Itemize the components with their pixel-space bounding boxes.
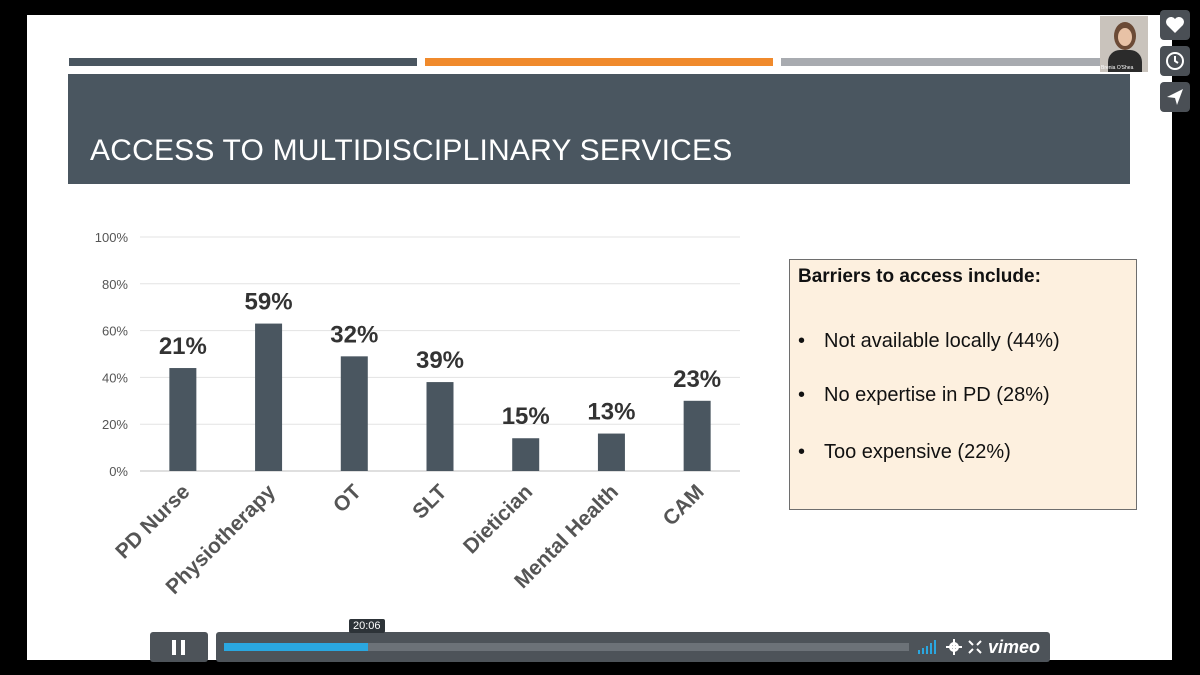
bullet: • (798, 330, 806, 352)
participant-video[interactable]: Brenia O'Shea (1100, 16, 1148, 72)
avatar-body (1108, 50, 1142, 72)
fullscreen-icon[interactable] (968, 640, 982, 654)
accent-bar-grey (781, 58, 1129, 66)
y-tick-label: 0% (109, 464, 128, 479)
x-tick-label: PD Nurse (111, 480, 194, 563)
y-tick-label: 100% (95, 230, 129, 245)
watch-later-button[interactable] (1160, 46, 1190, 76)
pause-button[interactable] (150, 632, 208, 662)
bar (512, 438, 540, 471)
barrier-text: Not available locally (44%) (824, 330, 1060, 352)
x-tick-label: Dietician (459, 480, 537, 558)
data-label: 39% (416, 347, 464, 374)
volume-icon[interactable] (918, 640, 938, 654)
bar (255, 323, 283, 471)
like-button[interactable] (1160, 10, 1190, 40)
data-label: 13% (587, 399, 635, 426)
data-label: 23% (673, 366, 721, 393)
accent-bar-dark (69, 58, 417, 66)
barrier-item: • Too expensive (22%) (798, 441, 1011, 464)
progress-fill (224, 643, 368, 651)
heart-icon (1166, 17, 1184, 33)
title-band: ACCESS TO MULTIDISCIPLINARY SERVICES (68, 74, 1130, 184)
avatar-face (1118, 28, 1132, 46)
vimeo-logo[interactable]: vimeo (987, 637, 1040, 657)
y-tick-label: 40% (102, 370, 128, 385)
share-button[interactable] (1160, 82, 1190, 112)
clock-icon (1166, 52, 1184, 70)
barrier-item: • No expertise in PD (28%) (798, 384, 1050, 407)
x-tick-label: OT (329, 480, 366, 517)
bar (597, 433, 625, 471)
bar-chart: 0%20%40%60%80%100%21%PD Nurse59%Physioth… (95, 230, 740, 599)
time-tooltip: 20:06 (349, 619, 385, 633)
bullet: • (798, 384, 806, 406)
data-label: 59% (245, 289, 293, 316)
data-label: 32% (330, 321, 378, 348)
barriers-box: Barriers to access include: • Not availab… (789, 259, 1137, 510)
barriers-title: Barriers to access include: (798, 266, 1041, 287)
accent-bar-orange (425, 58, 773, 66)
settings-gear-icon[interactable] (946, 639, 962, 655)
y-tick-label: 80% (102, 277, 128, 292)
participant-name: Brenia O'Shea (1101, 65, 1134, 71)
barrier-text: Too expensive (22%) (824, 441, 1011, 463)
data-label: 21% (159, 333, 207, 360)
bar (340, 356, 368, 471)
barrier-item: • Not available locally (44%) (798, 330, 1060, 353)
x-tick-label: CAM (659, 480, 709, 530)
slide-title: ACCESS TO MULTIDISCIPLINARY SERVICES (90, 134, 733, 167)
bar (426, 382, 454, 471)
data-label: 15% (502, 403, 550, 430)
y-tick-label: 20% (102, 417, 128, 432)
x-tick-label: SLT (408, 480, 451, 523)
bar (169, 368, 197, 471)
bar (683, 400, 711, 471)
bullet: • (798, 441, 806, 463)
pause-icon (172, 640, 185, 655)
send-icon (1167, 89, 1183, 105)
progress-bar[interactable] (224, 643, 909, 651)
player-controls: 20:06 vimeo (216, 619, 1050, 662)
barrier-text: No expertise in PD (28%) (824, 384, 1050, 406)
y-tick-label: 60% (102, 324, 128, 339)
